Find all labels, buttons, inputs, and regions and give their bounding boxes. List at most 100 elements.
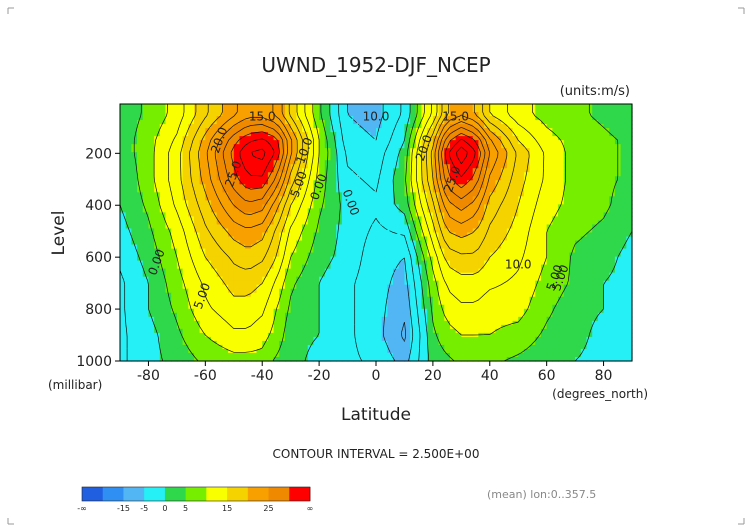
heatmap-cell — [313, 296, 320, 302]
heatmap-cell — [529, 192, 536, 197]
heatmap-cell — [489, 300, 497, 306]
heatmap-cell — [518, 292, 525, 298]
heatmap-cell — [120, 192, 127, 197]
heatmap-cell — [284, 252, 292, 258]
heatmap-cell — [353, 148, 360, 153]
heatmap-cell — [467, 236, 474, 242]
heatmap-cell — [267, 192, 275, 197]
heatmap-cell — [120, 272, 127, 278]
heatmap-cell — [495, 156, 502, 161]
heatmap-cell — [563, 120, 571, 125]
heatmap-cell — [432, 156, 440, 161]
heatmap-cell — [501, 268, 508, 274]
heatmap-cell — [284, 204, 292, 210]
heatmap-cell — [580, 124, 588, 129]
heatmap-cell — [535, 208, 542, 214]
heatmap-cell — [410, 284, 417, 290]
heatmap-cell — [620, 132, 627, 137]
heatmap-cell — [529, 248, 536, 254]
heatmap-cell — [193, 204, 201, 210]
heatmap-cell — [370, 308, 377, 314]
heatmap-cell — [199, 300, 206, 306]
heatmap-cell — [421, 320, 428, 326]
heatmap-cell — [193, 144, 201, 149]
heatmap-cell — [370, 288, 377, 294]
heatmap-cell — [324, 140, 332, 145]
heatmap-cell — [250, 164, 258, 169]
heatmap-cell — [455, 304, 462, 310]
heatmap-cell — [472, 136, 479, 141]
heatmap-cell — [120, 216, 127, 222]
heatmap-cell — [540, 240, 548, 246]
heatmap-cell — [171, 180, 178, 185]
heatmap-cell — [176, 248, 184, 254]
heatmap-cell — [302, 156, 309, 161]
heatmap-cell — [250, 132, 258, 137]
heatmap-cell — [512, 108, 519, 113]
heatmap-cell — [558, 216, 565, 222]
heatmap-cell — [410, 280, 417, 286]
heatmap-cell — [370, 240, 377, 246]
heatmap-cell — [586, 148, 593, 153]
heatmap-cell — [165, 232, 172, 238]
heatmap-cell — [592, 192, 599, 197]
heatmap-cell — [131, 200, 138, 205]
heatmap-cell — [193, 196, 201, 201]
heatmap-cell — [546, 136, 553, 141]
heatmap-cell — [336, 288, 343, 294]
heatmap-cell — [324, 244, 332, 250]
heatmap-cell — [455, 104, 462, 109]
heatmap-cell — [586, 200, 593, 205]
heatmap-cell — [165, 320, 172, 326]
heatmap-cell — [387, 124, 394, 129]
heatmap-cell — [603, 104, 610, 109]
heatmap-cell — [176, 284, 184, 290]
heatmap-cell — [171, 200, 178, 205]
heatmap-cell — [284, 104, 292, 109]
heatmap-cell — [563, 132, 571, 137]
heatmap-cell — [597, 272, 605, 278]
heatmap-cell — [284, 280, 292, 286]
heatmap-cell — [523, 296, 531, 302]
heatmap-cell — [535, 144, 542, 149]
heatmap-cell — [626, 148, 633, 153]
heatmap-cell — [506, 248, 514, 254]
heatmap-cell — [120, 260, 127, 266]
heatmap-cell — [410, 244, 417, 250]
heatmap-cell — [364, 308, 371, 314]
heatmap-cell — [148, 256, 155, 262]
heatmap-cell — [239, 260, 246, 266]
heatmap-cell — [603, 148, 610, 153]
heatmap-cell — [376, 172, 383, 177]
heatmap-cell — [171, 188, 178, 193]
heatmap-cell — [273, 256, 280, 262]
heatmap-cell — [609, 208, 616, 214]
heatmap-cell — [558, 124, 565, 129]
heatmap-cell — [256, 276, 263, 282]
heatmap-cell — [467, 272, 474, 278]
heatmap-cell — [546, 280, 553, 286]
heatmap-cell — [506, 244, 514, 250]
heatmap-cell — [461, 296, 468, 302]
heatmap-cell — [535, 300, 542, 306]
heatmap-cell — [211, 176, 218, 181]
heatmap-cell — [387, 304, 394, 310]
heatmap-cell — [626, 228, 633, 234]
heatmap-cell — [341, 272, 349, 278]
heatmap-cell — [444, 252, 451, 258]
heatmap-cell — [421, 224, 428, 230]
heatmap-cell — [239, 284, 246, 290]
heatmap-cell — [575, 272, 582, 278]
heatmap-cell — [154, 120, 161, 125]
heatmap-cell — [552, 296, 559, 302]
heatmap-cell — [580, 276, 588, 282]
heatmap-cell — [592, 160, 599, 165]
heatmap-cell — [575, 164, 582, 169]
heatmap-cell — [262, 272, 269, 278]
heatmap-cell — [228, 256, 235, 262]
heatmap-cell — [558, 276, 565, 282]
heatmap-cell — [319, 280, 326, 286]
heatmap-cell — [609, 168, 616, 173]
heatmap-cell — [284, 160, 292, 165]
heatmap-cell — [290, 292, 297, 298]
